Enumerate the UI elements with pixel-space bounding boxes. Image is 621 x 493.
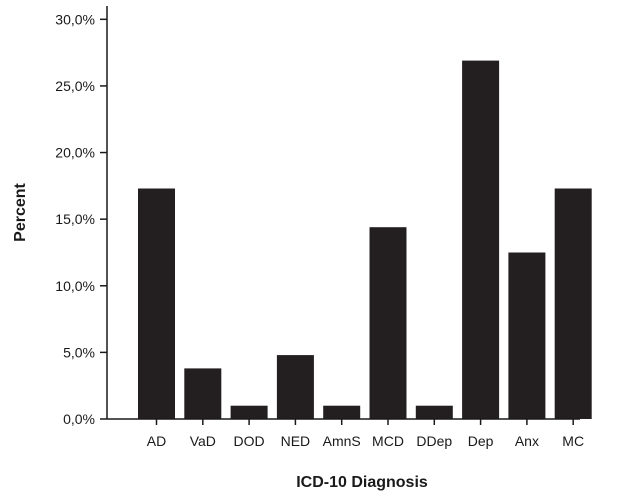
x-tick-label: DOD [234,433,265,449]
y-tick-label: 10,0% [55,278,95,294]
y-tick-label: 15,0% [55,211,95,227]
bar-ddep [415,405,453,419]
bar-amns [323,405,361,419]
bar-mc [554,188,592,419]
bar-dep [462,60,500,419]
y-tick-label: 25,0% [55,78,95,94]
x-tick-label: MC [562,433,584,449]
x-tick-label: Anx [515,433,539,449]
plot-area [138,60,592,419]
bar-ned [276,355,314,419]
y-axis-ticks: 0,0% 5,0% 10,0% 15,0% 20,0% 25,0% 30,0% [55,11,107,427]
bar-ad [138,188,175,419]
x-tick-label: VaD [190,433,216,449]
x-tick-label: Dep [468,433,494,449]
y-tick-label: 5,0% [63,344,95,360]
x-tick-label: MCD [372,433,404,449]
y-axis-title: Percent [12,182,29,241]
x-tick-label: DDep [416,433,452,449]
bar-mcd [369,227,407,419]
x-tick-label: AmnS [323,433,361,449]
bar-dod [230,405,268,419]
x-axis-ticks: AD VaD DOD NED AmnS MCD DDep Dep Anx MC [147,419,584,449]
y-tick-label: 20,0% [55,145,95,161]
x-axis-title: ICD-10 Diagnosis [296,474,428,491]
x-tick-label: NED [281,433,311,449]
bar-anx [508,252,546,419]
bar-vad [184,368,222,419]
y-tick-label: 0,0% [63,411,95,427]
y-tick-label: 30,0% [55,11,95,27]
x-tick-label: AD [147,433,166,449]
